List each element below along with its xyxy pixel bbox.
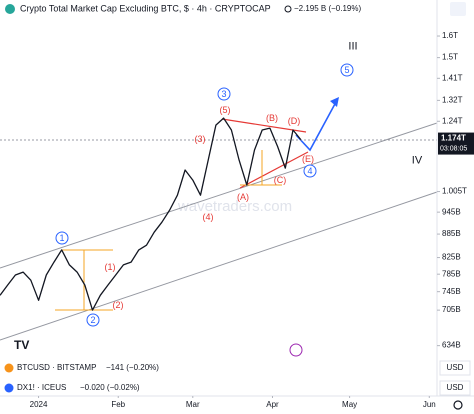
symbol-title: Crypto Total Market Cap Excluding BTC, $…	[20, 3, 271, 13]
countdown: 03:08:05	[440, 145, 467, 152]
wave-label: (B)	[266, 113, 278, 123]
wave-label: (C)	[274, 175, 287, 185]
x-tick-label: Jun	[423, 400, 436, 409]
wave-circle	[55, 231, 69, 245]
currency-unit: USD	[447, 363, 464, 372]
wave-label: 4	[307, 166, 312, 176]
header-change: −2.195 B (−0.19%)	[294, 4, 361, 13]
wave-label: (1)	[105, 262, 116, 272]
y-tick-label: 825B	[442, 253, 461, 262]
wave-label: (A)	[237, 192, 249, 202]
y-tick-label: 945B	[442, 207, 461, 216]
wave-label: 5	[344, 65, 349, 75]
wave-label: (5)	[220, 105, 231, 115]
wave-label: (4)	[203, 212, 214, 222]
y-tick-label: 705B	[442, 305, 461, 314]
wave-circle	[86, 313, 100, 327]
plot	[0, 117, 302, 311]
wave-label: III	[348, 40, 357, 52]
x-tick-label: May	[342, 400, 357, 409]
y-tick-label: 1.6T	[442, 31, 458, 40]
last-price-box	[438, 132, 474, 155]
y-tick-label: 1.32T	[442, 95, 463, 104]
y-tick-label: 745B	[442, 287, 461, 296]
compare-change: −141 (−0.20%)	[106, 363, 159, 372]
y-tick-label: 1.005T	[442, 187, 467, 196]
arrow-head	[330, 97, 339, 107]
x-tick-label: 2024	[30, 400, 48, 409]
currency-unit: USD	[447, 383, 464, 392]
channel-lower	[0, 191, 438, 341]
wave-label: 1	[59, 233, 64, 243]
menu-button[interactable]	[450, 2, 466, 16]
compare-change: −0.020 (−0.02%)	[80, 383, 140, 392]
dx-icon	[4, 383, 14, 393]
wave-circle	[217, 87, 231, 101]
currency-box[interactable]	[439, 380, 471, 396]
last-price-label: 1.174T	[441, 134, 466, 143]
wave-label: (D)	[288, 116, 301, 126]
settings-icon[interactable]	[453, 400, 463, 410]
y-tick-label: 1.5T	[442, 53, 458, 62]
wave-label: IV	[412, 154, 423, 166]
symbol-icon[interactable]	[5, 4, 15, 14]
triangle-upper	[221, 118, 307, 133]
currency-box[interactable]	[439, 360, 471, 376]
x-tick-label: Feb	[111, 400, 125, 409]
x-tick-label: Mar	[186, 400, 200, 409]
wave-label: (E)	[302, 154, 314, 164]
wave-label: (3)	[195, 134, 206, 144]
y-tick-label: 1.41T	[442, 73, 463, 82]
tv-logo: TV	[14, 338, 29, 352]
y-tick-label: 885B	[442, 229, 461, 238]
x-tick-label: Apr	[266, 400, 279, 409]
channel-upper	[0, 122, 438, 269]
btc-icon	[4, 363, 14, 373]
y-tick-label: 1.24T	[442, 116, 463, 125]
watermark: wavetraders.com	[177, 198, 292, 215]
wave-label: (2)	[113, 300, 124, 310]
wave-label: 2	[90, 315, 95, 325]
triangle-lower	[239, 151, 309, 189]
y-tick-label: 785B	[442, 269, 461, 278]
wave-circle	[340, 63, 354, 77]
compare-symbol: BTCUSD · BITSTAMP	[17, 363, 96, 372]
wave-circle	[303, 164, 317, 178]
event-icon[interactable]	[289, 343, 303, 357]
compare-symbol: DX1! · ICEUS	[17, 383, 66, 392]
status-icon	[284, 5, 292, 13]
price-line-series	[0, 117, 302, 311]
y-tick-label: 634B	[442, 341, 461, 350]
wave-label: 3	[221, 89, 226, 99]
